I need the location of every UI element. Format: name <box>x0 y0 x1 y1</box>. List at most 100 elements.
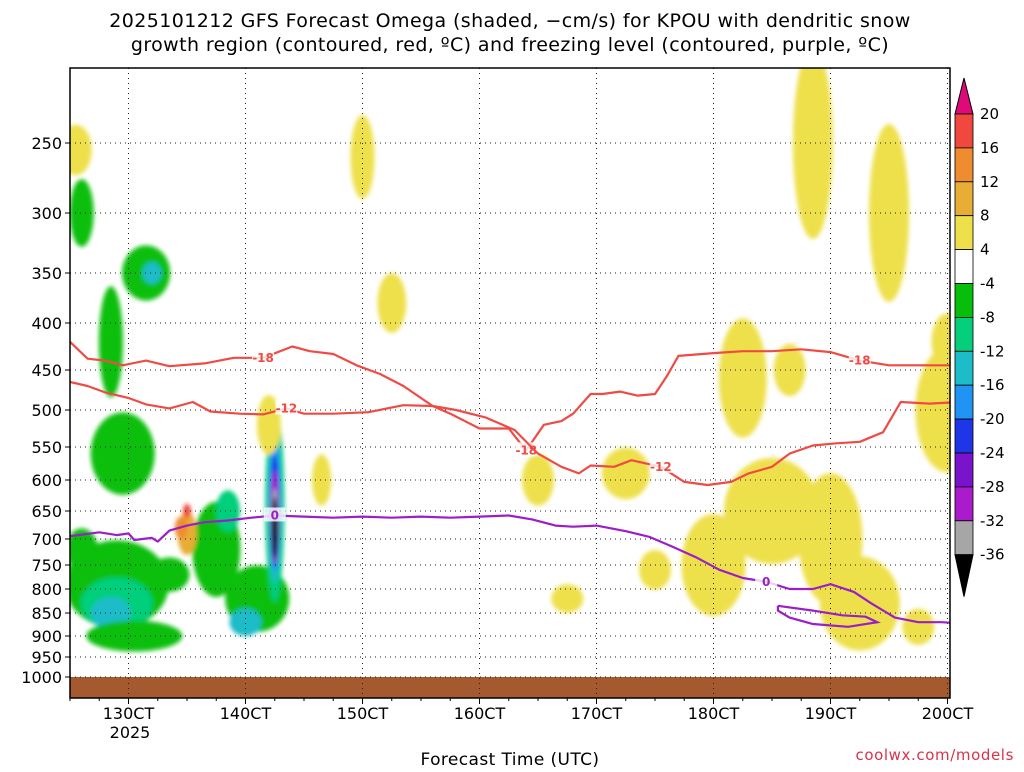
x-axis-ticks: 130CT 140CT 150CT 160CT 170CT 180CT 190CT 200CT <box>69 698 974 723</box>
omega-blob <box>551 584 584 613</box>
omega-blob <box>312 454 332 506</box>
colorbar-label: -12 <box>980 342 1005 360</box>
colorbar-label: -20 <box>980 410 1005 428</box>
contour-line <box>70 380 950 487</box>
contours: -18-18-18-12-12-12000 <box>70 341 950 628</box>
y-tick-label: 1000 <box>21 668 62 687</box>
omega-blob <box>229 608 262 637</box>
omega-blob <box>1007 73 1024 213</box>
contour-label-bg <box>755 573 778 588</box>
colorbar-label: 20 <box>980 105 999 123</box>
colorbar-arrow-bottom <box>954 554 974 597</box>
y-tick-label: 950 <box>31 648 62 667</box>
y-tick-label: 900 <box>31 627 62 646</box>
omega-blob <box>142 262 162 284</box>
omega-blob <box>256 395 281 455</box>
omega-blob <box>792 68 833 239</box>
contour-label: 0 <box>762 575 770 589</box>
colorbar-segment <box>954 350 974 386</box>
omega-blob <box>724 457 820 565</box>
credit-link[interactable]: coolwx.com/models <box>856 746 1015 764</box>
y-tick-label: 400 <box>31 314 62 333</box>
omega-blob <box>90 412 155 495</box>
plot-frame <box>69 67 951 699</box>
omega-blob <box>773 343 806 397</box>
y-tick-label: 850 <box>31 604 62 623</box>
x-tick-label: 140CT <box>220 704 272 723</box>
colorbar-label: 4 <box>980 241 990 259</box>
colorbar-label: -28 <box>980 478 1005 496</box>
colorbar-segment <box>954 316 974 352</box>
omega-blob <box>215 490 240 532</box>
chart-title-line-1: 2025101212 GFS Forecast Omega (shaded, −… <box>109 10 910 32</box>
omega-blob <box>931 313 950 371</box>
colorbar-label: 16 <box>980 139 999 157</box>
x-axis-year-label: 2025 <box>110 723 151 742</box>
x-axis-title: Forecast Time (UTC) <box>421 750 600 768</box>
colorbar-segment <box>954 520 974 556</box>
omega-shading <box>70 68 1024 652</box>
omega-blob <box>982 530 1024 610</box>
omega-blob <box>183 503 191 519</box>
colorbar-segment <box>954 283 974 318</box>
y-tick-label: 550 <box>31 438 62 457</box>
colorbar-label: -16 <box>980 376 1005 394</box>
colorbar-segment <box>954 249 974 284</box>
colorbar-label: -24 <box>980 444 1005 462</box>
x-tick-label: 190CT <box>805 704 857 723</box>
colorbar-segment <box>954 384 974 420</box>
omega-blob <box>819 556 900 651</box>
chart-title-line-2: growth region (contoured, red, ºC) and f… <box>131 34 889 56</box>
omega-blob <box>70 124 92 176</box>
y-tick-label: 450 <box>31 361 62 380</box>
y-tick-label: 250 <box>31 134 62 153</box>
y-tick-label: 500 <box>31 401 62 420</box>
colorbar-segment <box>954 181 974 217</box>
contour-label: 0 <box>271 508 279 522</box>
x-tick-label: 200CT <box>922 704 974 723</box>
y-tick-label: 800 <box>31 580 62 599</box>
contour-line <box>70 514 950 624</box>
omega-blob <box>915 347 950 473</box>
colorbar: 20 16 12 8 4 -4 -8 -12 -16 -20 -24 -28 -32 -36 <box>954 77 1005 597</box>
colorbar-segment <box>954 215 974 250</box>
y-tick-label: 650 <box>31 502 62 521</box>
x-tick-label: 170CT <box>571 704 623 723</box>
colorbar-label: 12 <box>980 173 999 191</box>
contour-label: -12 <box>650 460 672 474</box>
colorbar-segment <box>954 486 974 522</box>
contour-label: -18 <box>252 351 274 365</box>
x-tick-label: 160CT <box>454 704 506 723</box>
omega-blob <box>271 496 278 559</box>
contour-label: -18 <box>849 354 871 368</box>
y-axis-ticks: 250 300 350 400 450 500 550 600 650 700 750 800 850 9… <box>21 134 70 687</box>
omega-blob <box>98 286 123 398</box>
omega-blob <box>70 179 94 247</box>
y-tick-label: 300 <box>31 204 62 223</box>
colorbar-segment <box>954 113 974 149</box>
colorbar-segment <box>954 418 974 454</box>
colorbar-label: -36 <box>980 546 1005 564</box>
omega-blob <box>601 447 650 500</box>
colorbar-segment <box>954 452 974 488</box>
x-tick-label: 150CT <box>337 704 389 723</box>
colorbar-arrow-top <box>954 77 974 115</box>
colorbar-label: -8 <box>980 308 995 326</box>
contour-label-bg <box>252 349 275 364</box>
y-tick-label: 700 <box>31 530 62 549</box>
contour-label-bg <box>649 458 672 473</box>
omega-blob <box>869 124 909 302</box>
omega-blob <box>522 454 554 506</box>
y-tick-label: 600 <box>31 471 62 490</box>
x-tick-label: 180CT <box>688 704 740 723</box>
colorbar-label: -32 <box>980 512 1005 530</box>
omega-blob <box>681 514 746 616</box>
x-tick-label: 130CT <box>103 704 155 723</box>
ground-surface <box>70 677 950 698</box>
omega-blob <box>718 318 767 438</box>
plot-area: -18-18-18-12-12-12000 <box>70 68 1024 698</box>
contour-line-loop <box>776 604 882 628</box>
omega-blob <box>350 115 375 199</box>
omega-blob <box>377 273 407 333</box>
